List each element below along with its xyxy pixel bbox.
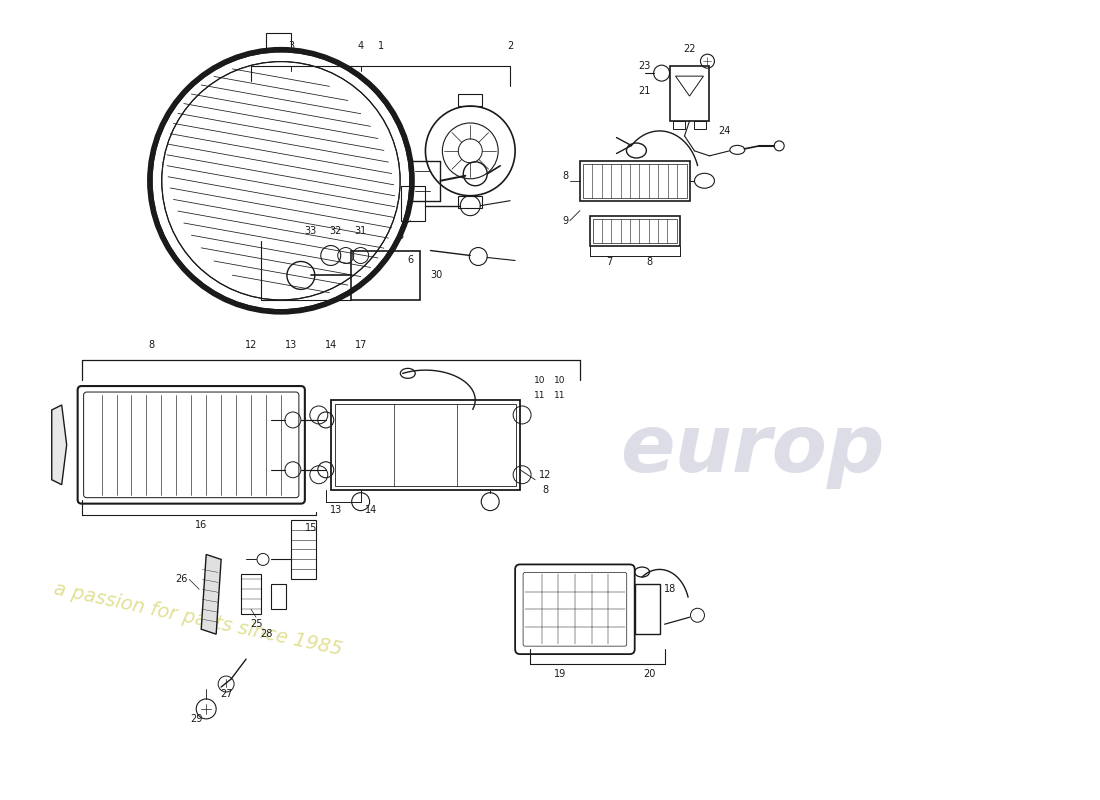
Text: 17: 17 xyxy=(354,340,366,350)
Text: 18: 18 xyxy=(663,584,675,594)
FancyBboxPatch shape xyxy=(515,565,635,654)
FancyBboxPatch shape xyxy=(84,392,299,498)
Text: 15: 15 xyxy=(305,522,317,533)
Text: 4: 4 xyxy=(358,42,364,51)
Bar xyxy=(266,34,290,48)
Text: 30: 30 xyxy=(430,270,442,281)
Text: 29: 29 xyxy=(190,714,202,724)
Text: 24: 24 xyxy=(718,126,730,136)
Text: 6: 6 xyxy=(407,255,414,266)
Bar xyxy=(331,400,520,490)
Bar xyxy=(400,186,426,221)
Bar xyxy=(590,216,680,246)
Polygon shape xyxy=(201,554,221,634)
Text: 25: 25 xyxy=(250,619,262,630)
Bar xyxy=(334,404,516,486)
Text: 27: 27 xyxy=(220,689,232,699)
Bar xyxy=(290,519,316,579)
Text: europ: europ xyxy=(619,411,884,489)
Text: 14: 14 xyxy=(324,340,337,350)
Text: 10: 10 xyxy=(554,375,565,385)
Text: 2: 2 xyxy=(507,42,514,51)
Text: 20: 20 xyxy=(644,669,656,679)
Bar xyxy=(459,94,482,106)
Bar xyxy=(271,584,286,610)
Text: 26: 26 xyxy=(175,574,187,584)
Text: 23: 23 xyxy=(638,61,651,71)
Text: 10: 10 xyxy=(535,375,546,385)
Text: 12: 12 xyxy=(245,340,257,350)
Text: 8: 8 xyxy=(562,170,568,181)
Bar xyxy=(351,250,420,300)
Text: 8: 8 xyxy=(647,258,652,267)
Text: 11: 11 xyxy=(554,390,565,399)
Text: 9: 9 xyxy=(562,216,568,226)
Polygon shape xyxy=(52,405,67,485)
Text: 21: 21 xyxy=(638,86,651,96)
Bar xyxy=(635,584,660,634)
Text: 16: 16 xyxy=(195,519,207,530)
Text: 8: 8 xyxy=(148,340,154,350)
Text: 13: 13 xyxy=(285,340,297,350)
FancyBboxPatch shape xyxy=(524,572,627,646)
Text: 13: 13 xyxy=(330,505,342,514)
Text: a passion for parts since 1985: a passion for parts since 1985 xyxy=(52,579,344,659)
Text: 32: 32 xyxy=(330,226,342,235)
Text: 22: 22 xyxy=(683,44,696,54)
Text: 3: 3 xyxy=(288,42,294,51)
Text: 11: 11 xyxy=(535,390,546,399)
Bar xyxy=(241,574,261,614)
FancyBboxPatch shape xyxy=(78,386,305,504)
Text: 1: 1 xyxy=(377,42,384,51)
Bar xyxy=(459,196,482,208)
Text: 19: 19 xyxy=(553,669,566,679)
Bar xyxy=(694,121,706,129)
Bar xyxy=(583,164,686,198)
Text: 33: 33 xyxy=(305,226,317,235)
Bar xyxy=(672,121,684,129)
Text: 12: 12 xyxy=(539,470,551,480)
Text: 28: 28 xyxy=(260,629,272,639)
Text: 7: 7 xyxy=(607,258,613,267)
Bar xyxy=(593,218,676,242)
Text: 31: 31 xyxy=(354,226,366,235)
Text: 14: 14 xyxy=(364,505,376,514)
Bar xyxy=(580,161,690,201)
Text: 5: 5 xyxy=(397,230,404,241)
Text: 8: 8 xyxy=(542,485,548,494)
Bar xyxy=(670,66,710,121)
